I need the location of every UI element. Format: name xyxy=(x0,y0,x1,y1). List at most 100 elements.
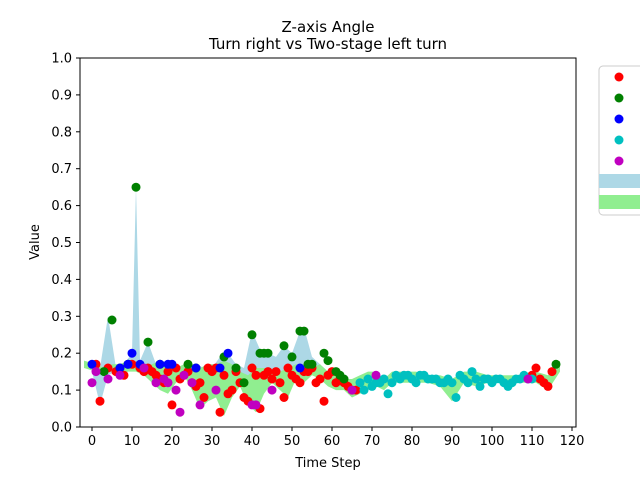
y-axis-label: Value xyxy=(28,224,43,260)
data-point-series-2 xyxy=(107,315,117,325)
data-point-series-2 xyxy=(299,326,309,336)
x-tick-label: 40 xyxy=(244,434,261,449)
data-point-series-1 xyxy=(543,381,553,391)
y-tick-label: 0.4 xyxy=(51,273,72,288)
data-point-series-5 xyxy=(187,378,197,388)
data-point-series-3 xyxy=(215,363,225,373)
data-point-series-4 xyxy=(355,378,365,388)
data-point-series-1 xyxy=(195,378,205,388)
legend-swatch-band-1 xyxy=(599,174,640,188)
legend-marker-series-4 xyxy=(614,135,624,145)
plot-area xyxy=(79,57,577,428)
data-point-series-3 xyxy=(123,359,133,369)
data-point-series-2 xyxy=(339,374,349,384)
x-tick-label: 50 xyxy=(284,434,301,449)
data-point-series-1 xyxy=(199,393,209,402)
data-point-series-2 xyxy=(143,337,153,347)
data-point-series-3 xyxy=(155,359,165,369)
x-tick-label: 80 xyxy=(404,434,421,449)
data-point-series-3 xyxy=(87,359,97,369)
data-point-series-2 xyxy=(319,348,329,358)
data-point-series-2 xyxy=(551,359,561,369)
data-point-series-1 xyxy=(163,367,173,377)
data-point-series-1 xyxy=(279,393,289,402)
data-point-series-4 xyxy=(387,378,397,388)
y-axis-ticks: 0.0 0.1 0.2 0.3 0.4 0.5 0.6 0.7 0.8 0.9 1.0 xyxy=(51,52,80,436)
legend xyxy=(598,65,640,216)
data-point-series-1 xyxy=(215,407,225,417)
data-point-series-1 xyxy=(263,367,273,377)
data-point-series-2 xyxy=(323,356,333,366)
data-point-series-3 xyxy=(115,363,125,373)
data-point-series-4 xyxy=(359,385,369,395)
data-point-series-5 xyxy=(139,363,149,373)
data-point-series-3 xyxy=(191,363,201,373)
data-point-series-1 xyxy=(547,367,557,377)
y-tick-label: 0.9 xyxy=(51,88,72,103)
data-point-series-5 xyxy=(151,378,161,388)
y-tick-label: 0.0 xyxy=(51,421,72,436)
legend-marker-series-5 xyxy=(614,156,624,166)
data-point-series-2 xyxy=(263,348,273,358)
y-tick-label: 0.7 xyxy=(51,162,72,177)
y-tick-label: 0.2 xyxy=(51,347,72,362)
legend-marker-series-1 xyxy=(614,72,624,82)
y-tick-label: 0.6 xyxy=(51,199,72,214)
legend-marker-series-3 xyxy=(614,114,624,124)
data-point-series-1 xyxy=(219,370,229,380)
data-point-series-2 xyxy=(183,359,193,369)
points-layer xyxy=(87,182,561,417)
data-point-series-2 xyxy=(287,352,297,362)
data-point-series-1 xyxy=(315,374,325,384)
data-point-series-1 xyxy=(271,367,281,377)
x-tick-label: 110 xyxy=(520,434,545,449)
data-point-series-1 xyxy=(251,370,261,380)
data-point-series-5 xyxy=(171,385,181,395)
data-point-series-4 xyxy=(411,378,421,388)
data-point-series-2 xyxy=(307,359,317,369)
x-axis-label: Time Step xyxy=(294,456,361,471)
x-tick-label: 20 xyxy=(164,434,181,449)
data-point-series-2 xyxy=(99,367,109,377)
chart-title: Z-axis Angle xyxy=(282,18,375,36)
legend-marker-series-2 xyxy=(614,93,624,103)
data-point-series-2 xyxy=(247,330,257,340)
x-tick-label: 60 xyxy=(324,434,341,449)
data-point-series-1 xyxy=(295,378,305,388)
x-tick-label: 120 xyxy=(560,434,585,449)
data-point-series-2 xyxy=(279,341,289,351)
data-point-series-5 xyxy=(115,370,125,380)
y-tick-label: 1.0 xyxy=(51,52,72,67)
data-point-series-5 xyxy=(175,407,185,417)
data-point-series-4 xyxy=(451,393,461,402)
data-point-series-5 xyxy=(195,400,205,410)
data-point-series-1 xyxy=(167,400,177,410)
data-point-series-4 xyxy=(447,378,457,388)
data-point-series-4 xyxy=(383,389,393,399)
data-point-series-3 xyxy=(295,363,305,373)
data-point-series-4 xyxy=(467,367,477,377)
data-point-series-4 xyxy=(379,374,389,384)
data-point-series-4 xyxy=(463,378,473,388)
y-tick-label: 0.3 xyxy=(51,310,72,325)
data-point-series-1 xyxy=(531,363,541,373)
x-tick-label: 10 xyxy=(124,434,141,449)
x-tick-label: 90 xyxy=(444,434,461,449)
data-point-series-4 xyxy=(471,374,481,384)
chart-subtitle: Turn right vs Two-stage left turn xyxy=(208,35,447,53)
data-point-series-5 xyxy=(267,385,277,395)
data-point-series-5 xyxy=(251,400,261,410)
y-tick-label: 0.1 xyxy=(51,384,72,399)
data-point-series-1 xyxy=(275,378,285,388)
data-point-series-5 xyxy=(91,367,101,377)
data-point-series-3 xyxy=(223,348,233,358)
data-point-series-1 xyxy=(319,396,329,406)
data-point-series-4 xyxy=(363,374,373,384)
x-tick-label: 70 xyxy=(364,434,381,449)
data-point-series-5 xyxy=(103,374,113,384)
data-point-series-5 xyxy=(347,385,357,395)
data-point-series-5 xyxy=(87,378,97,388)
data-point-series-4 xyxy=(475,381,485,391)
